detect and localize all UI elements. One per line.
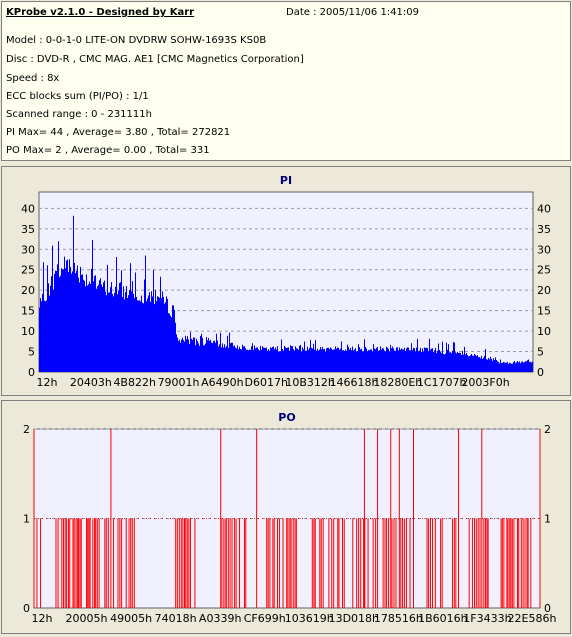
disc-line: Disc : DVD-R , CMC MAG. AE1 [CMC Magneti…	[6, 54, 304, 65]
y-tick-label-left: 35	[21, 223, 35, 236]
x-tick-label: 13D018h	[329, 612, 379, 625]
y-tick-label-right: 30	[537, 243, 551, 256]
po-chart-panel: PO 0 0 1 1 2 2 12h 20005h 49005h 74018h A0339h CF699…	[1, 400, 571, 634]
x-tick-label: 20403h	[70, 376, 112, 389]
po-series	[33, 429, 541, 608]
x-tick-label: 103619h	[285, 612, 334, 625]
pi-chart: PI 0 0 5 5 10 10 15 15 20 20 25 25 30 30 35 35 40 40 12h 204…	[21, 174, 551, 389]
y-tick-label-left: 1	[23, 513, 30, 526]
scan-date: Date : 2005/11/06 1:41:09	[286, 7, 419, 18]
x-tick-label: 4B822h	[113, 376, 156, 389]
x-tick-label: 74018h	[155, 612, 197, 625]
y-tick-label-left: 40	[21, 202, 35, 215]
po-stats-line: PO Max= 2 , Average= 0.00 , Total= 331	[6, 145, 210, 156]
x-tick-label: 12h	[37, 376, 58, 389]
po-chart: PO 0 0 1 1 2 2 12h 20005h 49005h 74018h A0339h CF699…	[23, 411, 557, 625]
x-tick-label: 18280Eh	[373, 376, 422, 389]
y-tick-label-left: 25	[21, 264, 35, 277]
y-tick-label-right: 1	[544, 513, 551, 526]
range-line: Scanned range : 0 - 231111h	[6, 109, 152, 120]
y-tick-label-right: 40	[537, 202, 551, 215]
x-tick-label: 1F3433h	[463, 612, 511, 625]
y-tick-label-left: 10	[21, 325, 35, 338]
y-tick-label-right: 10	[537, 325, 551, 338]
y-tick-label-right: 35	[537, 223, 551, 236]
x-tick-label: 146618h	[329, 376, 378, 389]
x-tick-label: A0339h	[199, 612, 242, 625]
y-tick-label-left: 0	[28, 366, 35, 379]
x-tick-label: D6017h	[245, 376, 288, 389]
y-tick-label-left: 15	[21, 305, 35, 318]
chart-title-pi: PI	[280, 174, 292, 187]
info-header: KProbe v2.1.0 - Designed by Karr Date : …	[1, 1, 571, 161]
x-tick-label: 49005h	[110, 612, 152, 625]
y-tick-label-right: 2	[544, 423, 551, 436]
x-tick-label: 1B6016h	[418, 612, 468, 625]
y-tick-label-left: 2	[23, 423, 30, 436]
y-tick-label-left: 20	[21, 284, 35, 297]
x-tick-label: 79001h	[158, 376, 200, 389]
pi-series	[39, 215, 533, 372]
x-tick-label: 12h	[32, 612, 53, 625]
y-tick-label-right: 20	[537, 284, 551, 297]
y-tick-label-right: 5	[537, 346, 544, 359]
y-tick-label-right: 25	[537, 264, 551, 277]
x-tick-label: 178516h	[374, 612, 423, 625]
x-tick-label: 10B312h	[285, 376, 335, 389]
speed-line: Speed : 8x	[6, 73, 60, 84]
pi-stats-line: PI Max= 44 , Average= 3.80 , Total= 2728…	[6, 127, 231, 138]
y-tick-label-left: 30	[21, 243, 35, 256]
x-tick-label: 2003F0h	[461, 376, 509, 389]
app-title: KProbe v2.1.0 - Designed by Karr	[6, 7, 195, 18]
model-line: Model : 0-0-1-0 LITE-ON DVDRW SOHW-1693S…	[6, 35, 267, 46]
y-tick-label-right: 15	[537, 305, 551, 318]
x-tick-label: CF699h	[244, 612, 286, 625]
y-tick-label-right: 0	[537, 366, 544, 379]
ecc-line: ECC blocks sum (PI/PO) : 1/1	[6, 91, 149, 102]
x-tick-label: 22E586h	[508, 612, 557, 625]
x-tick-label: A6490h	[201, 376, 244, 389]
y-tick-label-left: 0	[23, 602, 30, 615]
pi-chart-panel: PI 0 0 5 5 10 10 15 15 20 20 25 25 30 30 35 35 40 40 12h 204…	[1, 166, 571, 396]
y-tick-label-right: 0	[544, 602, 551, 615]
x-tick-label: 20005h	[66, 612, 108, 625]
y-tick-label-left: 5	[28, 346, 35, 359]
chart-title-po: PO	[278, 411, 295, 424]
x-tick-label: 1C1707h	[417, 376, 467, 389]
